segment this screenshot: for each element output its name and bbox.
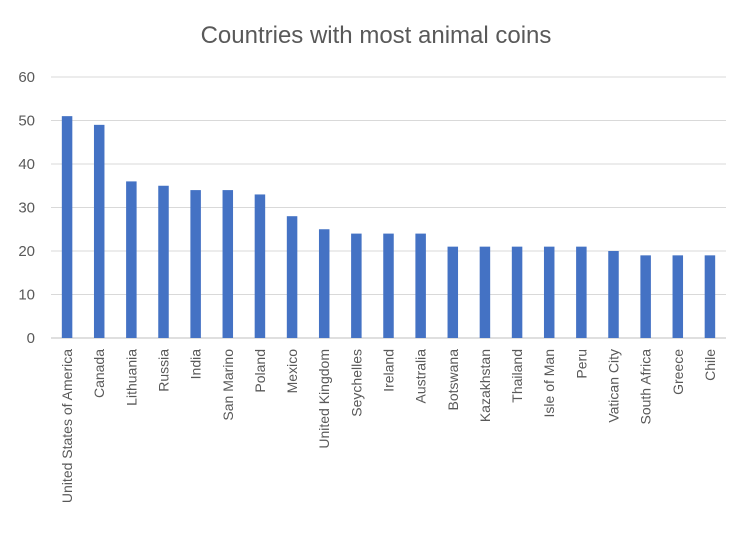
bar — [318, 229, 330, 338]
bar — [704, 255, 716, 338]
bar — [511, 246, 523, 338]
bar — [222, 190, 234, 338]
x-category-label: San Marino — [220, 349, 236, 421]
bar — [61, 116, 73, 339]
x-category-label: Greece — [670, 349, 686, 395]
x-category-label: Seychelles — [348, 349, 364, 417]
y-tick-label: 0 — [27, 330, 35, 347]
bar — [640, 255, 651, 338]
x-category-label: Mexico — [284, 349, 300, 394]
x-category-label: United States of America — [59, 349, 75, 503]
bar — [158, 185, 169, 338]
bar — [415, 233, 426, 338]
bar — [608, 251, 619, 338]
y-tick-label: 10 — [18, 287, 35, 304]
x-category-label: Poland — [252, 349, 268, 393]
x-category-label: Thailand — [509, 349, 525, 403]
x-category-label: United Kingdom — [316, 349, 332, 449]
x-category-label: Kazakhstan — [477, 349, 493, 422]
bar — [672, 255, 684, 338]
y-axis-ticks: 0 10 20 30 40 50 60 — [18, 69, 35, 347]
x-category-label: Chile — [702, 349, 718, 381]
x-category-label: Peru — [573, 349, 589, 379]
bar — [190, 190, 201, 338]
bar — [543, 246, 555, 338]
x-axis-categories: United States of America Canada Lithuania R… — [59, 349, 718, 503]
y-tick-label: 60 — [18, 69, 35, 86]
y-tick-label: 50 — [18, 113, 35, 130]
chart-title: Countries with most animal coins — [201, 22, 552, 49]
bar — [254, 194, 266, 338]
x-category-label: Australia — [413, 349, 429, 404]
y-tick-label: 20 — [18, 243, 35, 260]
bars — [61, 116, 716, 339]
bar — [479, 246, 491, 338]
x-category-label: Russia — [156, 349, 172, 392]
bar — [126, 181, 137, 338]
x-category-label: India — [188, 349, 204, 380]
x-category-label: South Africa — [638, 349, 654, 425]
bar — [93, 124, 105, 338]
bar — [447, 246, 459, 338]
y-tick-label: 30 — [18, 200, 35, 217]
x-category-label: Ireland — [381, 349, 397, 392]
x-category-label: Isle of Man — [541, 349, 557, 417]
bar — [383, 233, 394, 338]
bar — [286, 216, 298, 338]
y-tick-label: 40 — [18, 156, 35, 173]
x-category-label: Canada — [91, 349, 107, 398]
x-category-label: Lithuania — [123, 349, 139, 406]
bar — [351, 233, 362, 338]
bar — [576, 246, 587, 338]
x-category-label: Botswana — [445, 349, 461, 411]
x-category-label: Vatican City — [606, 349, 622, 423]
